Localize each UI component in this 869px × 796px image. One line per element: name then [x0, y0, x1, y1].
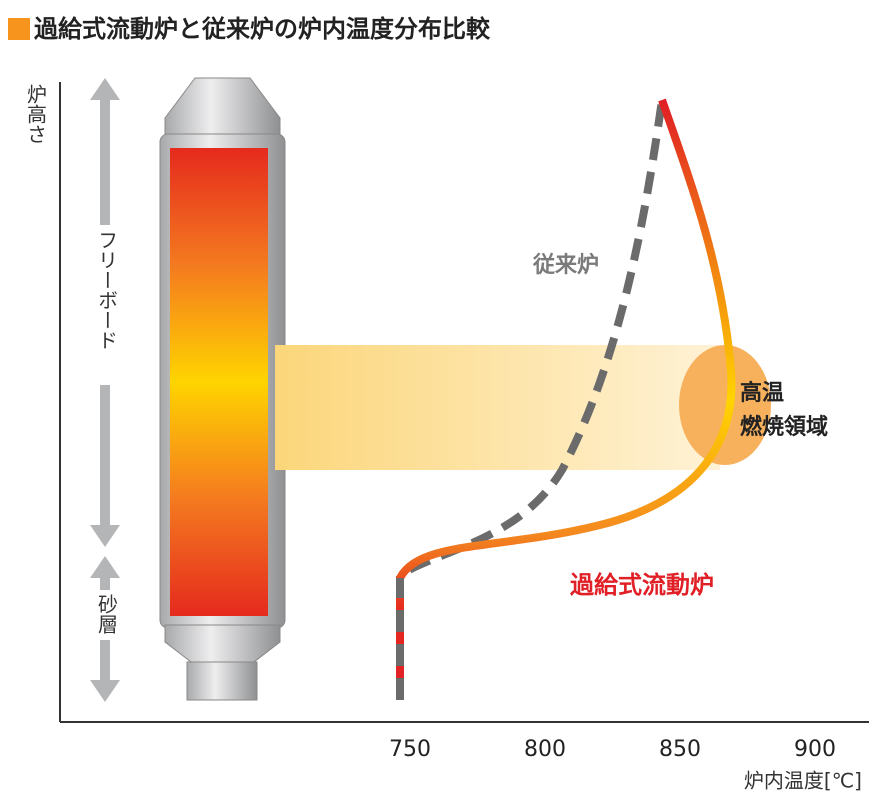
conventional-label: 従来炉 — [532, 252, 599, 278]
hot-zone — [679, 345, 771, 465]
freeboard-label: フリーボード — [95, 230, 119, 350]
pressurized-label: 過給式流動炉 — [570, 571, 714, 599]
x-tick-label: 850 — [659, 737, 701, 762]
pressurized-curve — [396, 98, 736, 700]
title-marker — [8, 18, 30, 40]
label-bg — [92, 590, 118, 640]
furnace — [159, 77, 286, 701]
y-axis-label: 炉高さ — [24, 84, 48, 144]
hot-zone-label: 高温 — [740, 380, 784, 406]
label-bg — [92, 225, 118, 385]
hot-band — [275, 345, 720, 470]
sand-bed-label: 砂層 — [95, 594, 119, 634]
x-tick-label: 800 — [524, 737, 566, 762]
title: 過給式流動炉と従来炉の炉内温度分布比較 — [34, 15, 491, 43]
x-tick-label: 750 — [389, 737, 431, 762]
x-tick-label: 900 — [794, 737, 836, 762]
x-axis-label: 炉内温度[℃] — [744, 769, 862, 793]
hot-zone-label: 燃焼領域 — [740, 414, 828, 440]
